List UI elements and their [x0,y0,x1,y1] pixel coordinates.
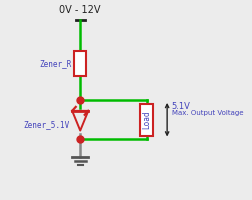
Text: Load: Load [142,110,151,129]
Text: Max. Output Voltage: Max. Output Voltage [172,110,243,116]
Text: 5.1V: 5.1V [172,102,191,111]
Text: 0V - 12V: 0V - 12V [59,5,101,15]
Bar [74,51,86,76]
Text: Zener_R: Zener_R [39,59,72,68]
Bar [140,104,153,136]
Text: Zener_5.1V: Zener_5.1V [23,120,70,129]
